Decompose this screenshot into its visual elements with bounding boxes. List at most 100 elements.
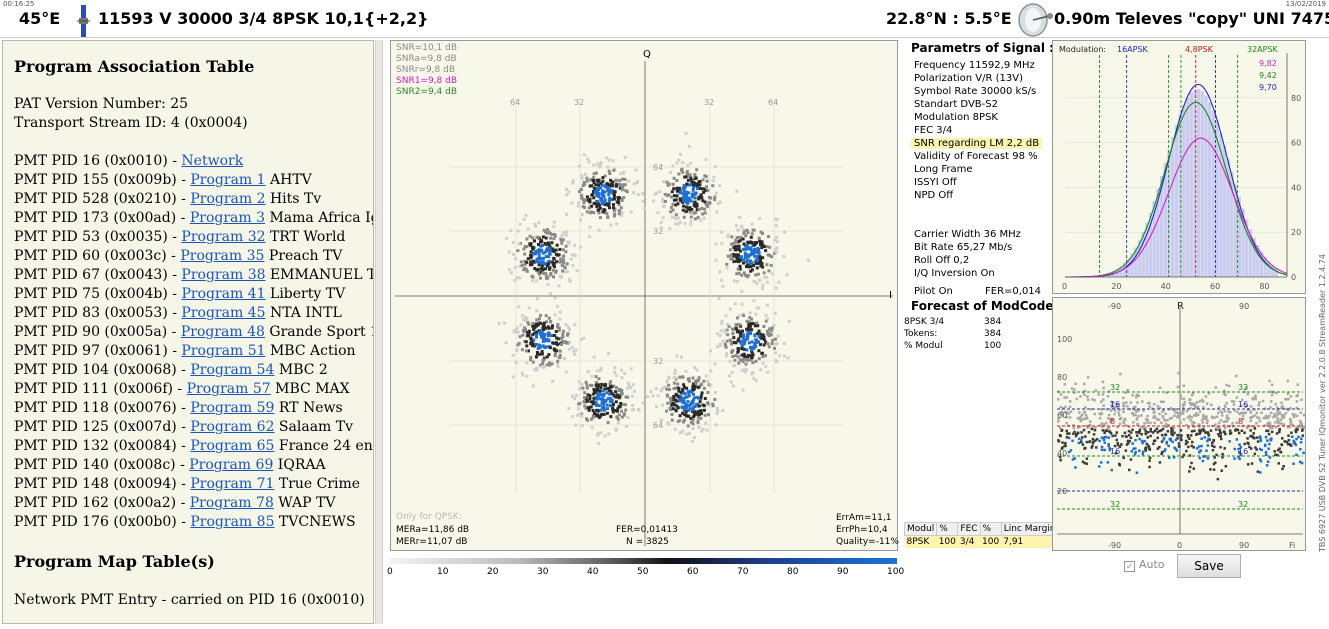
symbol-point — [581, 205, 585, 209]
symbol-point — [717, 296, 721, 300]
phase-point — [1152, 416, 1155, 419]
program-link[interactable]: Program 2 — [190, 191, 266, 207]
phase-point — [1153, 421, 1156, 425]
symbol-point — [736, 355, 740, 359]
symbol-point — [618, 186, 622, 190]
symbol-point — [742, 258, 746, 262]
phase-point — [1188, 415, 1192, 418]
phase-point — [1232, 400, 1236, 403]
symbol-point — [660, 387, 664, 391]
symbol-point — [598, 165, 602, 169]
phase-point — [1221, 456, 1224, 459]
phase-point — [1166, 430, 1170, 433]
symbol-point — [750, 351, 754, 355]
symbol-point — [523, 252, 527, 256]
auto-checkbox[interactable]: ✓ Auto — [1124, 558, 1165, 572]
symbol-point — [686, 206, 690, 210]
program-link[interactable]: Program 41 — [181, 286, 266, 302]
symbol-point — [751, 322, 755, 326]
symbol-point — [605, 182, 609, 186]
symbol-point — [535, 324, 538, 328]
symbol-point — [750, 268, 754, 272]
symbol-point — [697, 404, 701, 408]
phase-point — [1084, 413, 1088, 417]
program-link[interactable]: Program 1 — [190, 172, 266, 188]
phase-point — [1220, 437, 1223, 441]
symbol-point — [655, 405, 659, 409]
phase-point — [1280, 406, 1283, 410]
program-link[interactable]: Program 51 — [181, 343, 266, 359]
symbol-point — [596, 180, 600, 184]
program-link[interactable]: Program 78 — [189, 495, 274, 511]
symbol-point — [761, 286, 764, 290]
symbol-point — [755, 266, 759, 270]
phase-point — [1280, 443, 1284, 447]
symbol-point — [689, 215, 693, 219]
symbol-point — [750, 317, 753, 321]
constellation-chart: 64 64 32 32 32 32 64 64 SNR=10,1 dB SNRa=9,8 dB S… — [390, 40, 899, 551]
save-button[interactable]: Save — [1177, 554, 1241, 578]
symbol-point — [737, 314, 741, 317]
program-link[interactable]: Program 62 — [190, 419, 275, 435]
program-link[interactable]: Program 59 — [190, 400, 275, 416]
symbol-point — [561, 332, 565, 336]
symbol-point — [747, 326, 751, 329]
phase-point — [1115, 438, 1119, 442]
phase-point — [1180, 438, 1183, 442]
symbol-point — [751, 371, 755, 374]
phase-point — [1083, 461, 1086, 465]
phase-point — [1160, 433, 1164, 437]
program-link[interactable]: Program 54 — [190, 362, 275, 378]
program-link[interactable]: Program 48 — [180, 324, 265, 340]
symbol-point — [744, 244, 748, 248]
symbol-point — [740, 343, 744, 347]
program-link[interactable]: Program 65 — [190, 438, 275, 454]
program-link[interactable]: Program 71 — [190, 476, 275, 492]
channel-name: RT News — [274, 400, 343, 416]
phase-point — [1101, 393, 1105, 396]
program-link[interactable]: Program 69 — [189, 457, 274, 473]
symbol-point — [713, 390, 717, 394]
symbol-point — [599, 393, 603, 397]
program-link[interactable]: Program 35 — [180, 248, 265, 264]
symbol-point — [533, 222, 537, 226]
program-link[interactable]: Program 45 — [181, 305, 266, 321]
phase-point — [1203, 429, 1206, 432]
phase-point — [1085, 457, 1089, 460]
panel-splitter[interactable] — [375, 40, 383, 624]
symbol-point — [615, 200, 619, 204]
program-link[interactable]: Program 85 — [190, 514, 275, 530]
program-link[interactable]: Network — [181, 153, 244, 169]
phase-point — [1152, 402, 1156, 406]
fer-value: FER=0,01413 — [616, 525, 678, 535]
histogram-bar — [1267, 261, 1271, 277]
symbol-point — [601, 394, 605, 398]
symbol-point — [728, 338, 732, 342]
modcode-cell: 8PSK — [904, 535, 937, 548]
symbol-point — [725, 266, 729, 270]
phase-point — [1211, 449, 1215, 452]
symbol-point — [601, 406, 604, 410]
phase-point — [1255, 411, 1259, 415]
phase-point — [1228, 429, 1232, 432]
program-link[interactable]: Program 57 — [186, 381, 271, 397]
phase-point — [1179, 421, 1182, 424]
symbol-point — [734, 259, 738, 263]
histogram-bar — [1167, 149, 1171, 277]
top-tick-label: 90 — [1239, 302, 1249, 311]
symbol-point — [713, 165, 717, 169]
histogram-bar — [1141, 232, 1145, 277]
phase-point — [1065, 411, 1069, 414]
program-link[interactable]: Program 3 — [189, 210, 266, 226]
symbol-point — [533, 331, 537, 335]
program-link[interactable]: Program 38 — [181, 267, 266, 283]
symbol-point — [520, 314, 524, 318]
symbol-point — [691, 418, 695, 422]
phase-point — [1072, 426, 1076, 430]
phase-point — [1198, 456, 1201, 460]
symbol-point — [587, 206, 591, 210]
symbol-point — [509, 271, 513, 275]
symbol-point — [609, 389, 613, 393]
symbol-point — [672, 198, 676, 202]
program-link[interactable]: Program 32 — [181, 229, 266, 245]
